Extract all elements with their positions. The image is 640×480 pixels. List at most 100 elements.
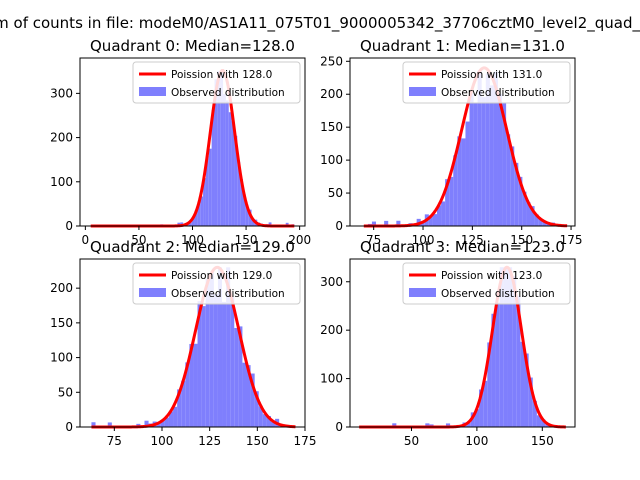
- histogram-bar: [208, 148, 212, 226]
- histogram-bar: [205, 155, 209, 226]
- y-tick-label: 0: [335, 420, 343, 434]
- quadrant-1-title: Quadrant 1: Median=131.0: [360, 37, 565, 55]
- legend-observed-swatch: [139, 288, 166, 297]
- quadrant-1-legend: Poission with 131.0 Observed distribution: [402, 61, 571, 104]
- y-tick-label: 200: [320, 323, 343, 337]
- y-tick-label: 0: [65, 420, 73, 434]
- histogram-bar: [240, 179, 243, 226]
- histogram-bar: [516, 295, 521, 427]
- histogram-bar: [194, 210, 198, 226]
- quadrant-1-histogram: [367, 71, 564, 227]
- histogram-bar: [251, 218, 255, 226]
- histogram-bar: [228, 112, 232, 226]
- histogram-bar: [217, 71, 221, 227]
- legend-box: [132, 262, 301, 305]
- quadrant-2-panel: 75 100 125 150 175 0 50 100 150 200 Quadrant 2: Me…: [50, 238, 316, 448]
- histogram-bar: [226, 267, 231, 427]
- histogram-bar: [542, 221, 547, 226]
- legend-box: [402, 61, 571, 104]
- legend-box: [402, 262, 571, 305]
- histogram-bar: [188, 221, 192, 226]
- histogram-bar: [457, 136, 462, 226]
- y-tick-label: 0: [65, 219, 73, 233]
- histogram-bar: [489, 85, 494, 226]
- histogram-bar: [266, 416, 271, 427]
- x-tick-label: 100: [412, 233, 435, 247]
- histogram-bar: [428, 215, 433, 226]
- histogram-bar: [453, 155, 458, 226]
- histogram-bar: [203, 178, 206, 226]
- y-tick-label: 200: [50, 131, 73, 145]
- histogram-bar: [445, 423, 451, 427]
- y-tick-label: 150: [50, 316, 73, 330]
- histogram-bar: [238, 326, 243, 427]
- histogram-bar: [245, 206, 249, 226]
- histogram-bar: [461, 138, 466, 226]
- histogram-bar: [479, 389, 484, 427]
- histogram-bar: [477, 71, 482, 226]
- histogram-bar: [493, 71, 498, 227]
- legend-observed-swatch: [409, 87, 436, 96]
- histogram-bar: [270, 421, 276, 427]
- histogram-bar: [392, 423, 397, 427]
- histogram-bar: [441, 201, 446, 226]
- histogram-bar: [526, 202, 531, 226]
- histogram-bar: [258, 406, 263, 427]
- x-tick-label: 125: [198, 434, 221, 448]
- x-tick-label: 150: [531, 434, 554, 448]
- x-tick-label: 175: [560, 233, 583, 247]
- histogram-bar: [507, 267, 513, 427]
- histogram-bar: [495, 302, 500, 427]
- histogram-bar: [466, 422, 471, 427]
- x-tick-label: 75: [107, 434, 122, 448]
- histogram-bar: [220, 71, 224, 227]
- histogram-bar: [534, 214, 539, 226]
- x-tick-label: 75: [366, 233, 381, 247]
- y-tick-label: 100: [50, 351, 73, 365]
- histogram-bar: [217, 267, 223, 427]
- histogram-bar: [91, 422, 96, 427]
- histogram-bar: [223, 94, 226, 227]
- y-tick-label: 50: [58, 385, 73, 399]
- histogram-bar: [465, 121, 470, 226]
- legend-poisson-label: Poission with 131.0: [441, 69, 542, 81]
- histogram-bar: [502, 103, 507, 226]
- y-tick-label: 100: [50, 175, 73, 189]
- histogram-bar: [231, 121, 235, 226]
- x-tick-label: 50: [131, 233, 146, 247]
- y-tick-label: 250: [320, 54, 343, 68]
- histogram-bar: [470, 412, 475, 427]
- histogram-bar: [512, 276, 517, 427]
- quadrant-0-legend: Poission with 128.0 Observed distribution: [132, 61, 301, 104]
- histogram-bar: [242, 362, 247, 427]
- histogram-bar: [469, 93, 474, 227]
- histogram-bar: [432, 214, 437, 226]
- quadrant-2-histogram: [91, 267, 292, 427]
- histogram-bar: [168, 411, 174, 427]
- histogram-bar: [520, 341, 525, 427]
- histogram-bar: [201, 306, 206, 427]
- legend-observed-swatch: [139, 87, 166, 96]
- y-tick-label: 200: [320, 87, 343, 101]
- x-tick-label: 200: [288, 233, 311, 247]
- histogram-bar: [530, 206, 535, 226]
- histogram-bar: [518, 176, 523, 226]
- histogram-bar: [211, 110, 215, 226]
- histogram-bar: [191, 217, 195, 226]
- legend-observed-label: Observed distribution: [441, 288, 555, 300]
- y-tick-label: 150: [320, 120, 343, 134]
- histogram-bar: [536, 415, 542, 427]
- y-tick-label: 200: [50, 281, 73, 295]
- y-tick-label: 100: [320, 153, 343, 167]
- histogram-bar: [420, 221, 425, 226]
- histogram-bar: [514, 162, 519, 226]
- histogram-bar: [173, 406, 178, 427]
- histogram-bar: [371, 221, 377, 226]
- quadrant-0-panel: 0 50 100 150 200 0 100 200 300 Quadrant 0: Median…: [50, 37, 311, 247]
- y-tick-label: 100: [320, 372, 343, 386]
- y-tick-label: 0: [335, 219, 343, 233]
- legend-poisson-label: Poission with 128.0: [171, 69, 272, 81]
- x-tick-label: 150: [246, 434, 269, 448]
- legend-box: [132, 61, 301, 104]
- histogram-bar: [222, 301, 227, 427]
